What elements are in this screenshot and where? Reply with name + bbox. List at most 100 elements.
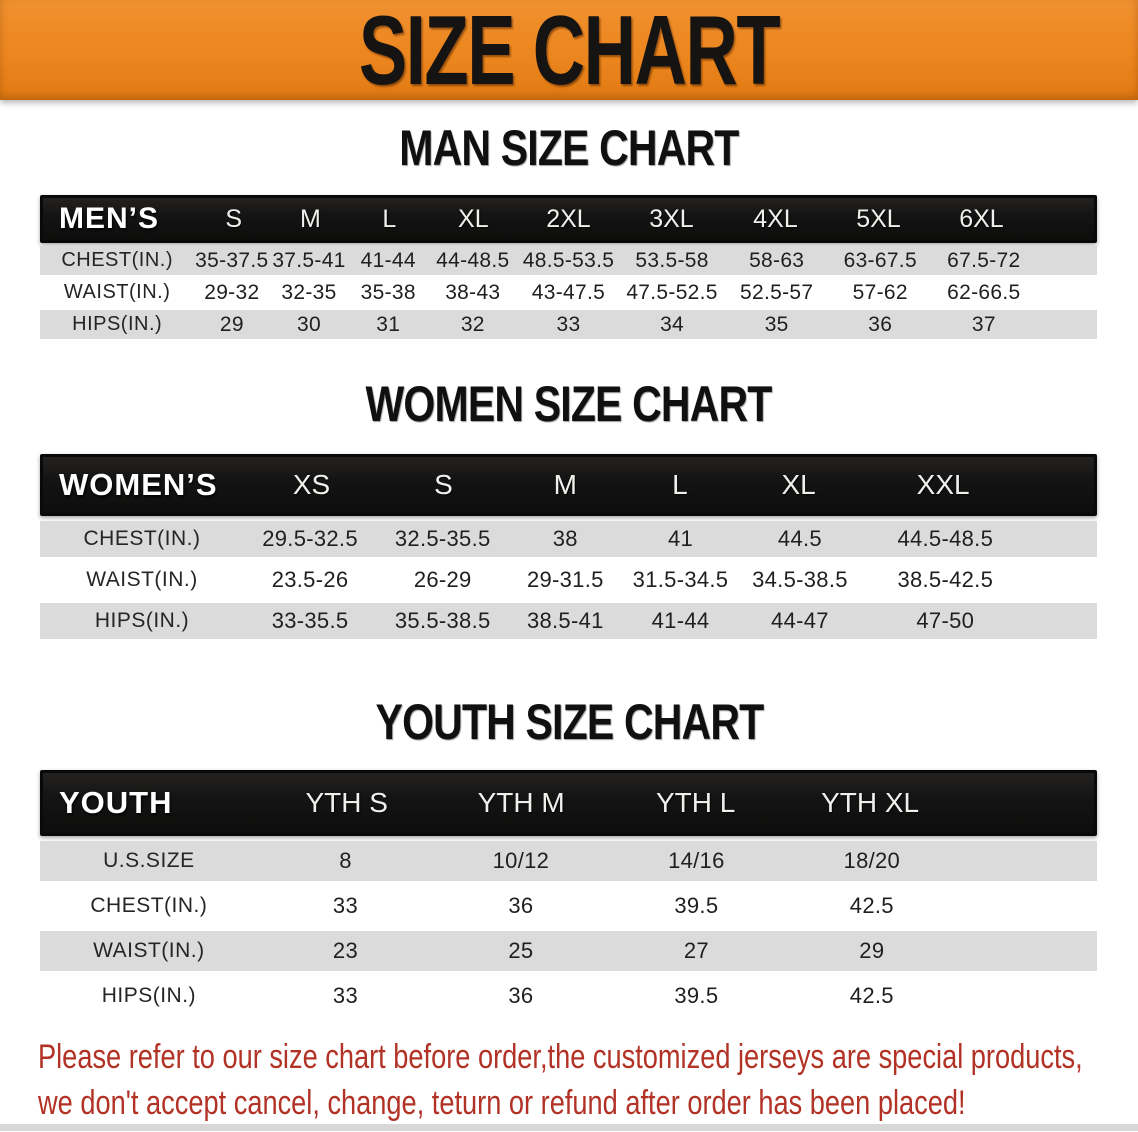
value-cell: 8 [339,848,352,873]
size-header-cell: 4XL [753,204,798,233]
size-header-cell: XL [458,204,489,233]
value-cell: 41 [667,526,694,551]
table-row: WAIST(IN.) 23.5-26 26-29 29-31.5 31.5-34… [40,562,1097,598]
value-cell: 26-29 [413,567,472,592]
table-row: HIPS(IN.) 29 30 31 32 33 34 35 36 37 [40,310,1097,339]
value-cell: 14/16 [668,848,725,873]
women-size-table: WOMEN’S XS S M L XL XXL CHEST(IN.) 29.5-… [40,454,1097,639]
value-cell: 62-66.5 [947,280,1021,304]
size-header-cell: YTH M [477,787,565,818]
men-section-heading-text: MAN SIZE CHART [399,120,739,176]
men-table-label: MEN’S [59,202,160,235]
value-cell: 44.5-48.5 [897,526,994,551]
youth-size-table: YOUTH YTH S YTH M YTH L YTH XL U.S.SIZE … [40,770,1097,1016]
value-cell: 33 [556,312,581,336]
table-row: CHEST(IN.) 35-37.5 37.5-41 41-44 44-48.5… [40,246,1097,275]
value-cell: 44-48.5 [436,248,510,272]
row-label: HIPS(IN.) [72,313,163,335]
disclaimer: Please refer to our size chart before or… [38,1034,1138,1126]
row-label: CHEST(IN.) [83,527,201,550]
value-cell: 23 [332,938,358,963]
size-header-cell: YTH XL [821,787,920,818]
men-size-table: MEN’S S M L XL 2XL 3XL 4XL 5XL 6XL CHEST… [40,195,1097,339]
table-row: CHEST(IN.) 29.5-32.5 32.5-35.5 38 41 44.… [40,521,1097,557]
youth-section-heading-text: YOUTH SIZE CHART [375,694,764,750]
row-label: HIPS(IN.) [94,609,190,632]
value-cell: 42.5 [849,983,894,1008]
size-header-cell: M [300,204,321,233]
table-row: HIPS(IN.) 33-35.5 35.5-38.5 38.5-41 41-4… [40,603,1097,639]
row-label: HIPS(IN.) [101,984,197,1007]
size-header-cell: S [225,204,243,233]
men-table-header-row: MEN’S S M L XL 2XL 3XL 4XL 5XL 6XL [40,195,1097,243]
value-cell: 31.5-34.5 [632,567,729,592]
table-row: WAIST(IN.) 29-32 32-35 35-38 38-43 43-47… [40,278,1097,307]
size-header-cell: YTH L [655,787,736,818]
value-cell: 33 [332,983,358,1008]
banner-title: SIZE CHART [358,0,781,105]
row-label: U.S.SIZE [103,849,195,872]
value-cell: 10/12 [492,848,550,873]
disclaimer-line-1: Please refer to our size chart before or… [38,1038,1083,1076]
value-cell: 36 [508,983,534,1008]
banner: SIZE CHART [0,0,1138,100]
value-cell: 67.5-72 [947,248,1021,272]
row-label: WAIST(IN.) [93,939,205,962]
value-cell: 35-38 [360,280,416,304]
value-cell: 34.5-38.5 [752,567,848,592]
value-cell: 27 [683,938,709,963]
value-cell: 23.5-26 [271,567,349,592]
size-header-cell: 5XL [856,204,901,233]
value-cell: 39.5 [674,893,719,918]
value-cell: 53.5-58 [635,248,709,272]
value-cell: 38.5-41 [526,608,604,633]
women-section-heading-text: WOMEN SIZE CHART [366,376,773,432]
value-cell: 58-63 [749,248,805,272]
value-cell: 32-35 [281,280,337,304]
value-cell: 34 [660,312,685,336]
value-cell: 33 [332,893,358,918]
row-label: WAIST(IN.) [63,281,171,303]
value-cell: 29.5-32.5 [262,526,358,551]
value-cell: 57-62 [852,280,908,304]
value-cell: 37.5-41 [272,248,346,272]
size-header-cell: YTH S [305,787,388,818]
value-cell: 32.5-35.5 [394,526,491,551]
value-cell: 48.5-53.5 [522,248,615,272]
size-header-cell: S [434,469,453,500]
value-cell: 29 [859,938,885,963]
value-cell: 29 [219,312,244,336]
size-header-cell: 2XL [546,204,591,233]
value-cell: 29-32 [204,280,260,304]
value-cell: 25 [508,938,534,963]
size-header-cell: L [672,469,688,500]
value-cell: 33-35.5 [271,608,349,633]
value-cell: 63-67.5 [843,248,917,272]
size-header-cell: 6XL [959,204,1004,233]
value-cell: 47.5-52.5 [626,280,718,304]
table-row: U.S.SIZE 8 10/12 14/16 18/20 [40,841,1097,881]
size-header-cell: L [382,204,397,233]
value-cell: 29-31.5 [526,567,604,592]
men-section-heading: MAN SIZE CHART [0,122,1138,174]
youth-section-heading: YOUTH SIZE CHART [0,696,1138,748]
value-cell: 44-47 [771,608,829,633]
value-cell: 32 [460,312,485,336]
value-cell: 36 [868,312,893,336]
value-cell: 36 [508,893,534,918]
youth-table-label: YOUTH [59,785,173,820]
table-row: HIPS(IN.) 33 36 39.5 42.5 [40,976,1097,1016]
size-header-cell: XXL [916,469,970,500]
value-cell: 41-44 [360,248,416,272]
value-cell: 35 [764,312,789,336]
value-cell: 35.5-38.5 [394,608,491,633]
value-cell: 41-44 [651,608,710,633]
value-cell: 31 [376,312,401,336]
row-label: CHEST(IN.) [90,894,208,917]
women-section-heading: WOMEN SIZE CHART [0,378,1138,430]
value-cell: 52.5-57 [740,280,814,304]
value-cell: 38.5-42.5 [897,567,994,592]
size-header-cell: M [553,469,577,500]
value-cell: 47-50 [916,608,975,633]
